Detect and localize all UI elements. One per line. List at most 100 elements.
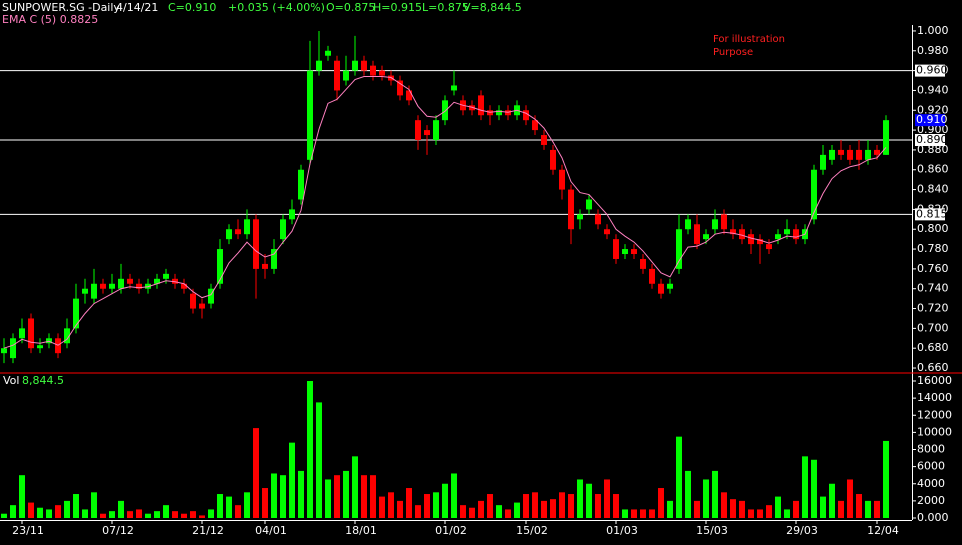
volume-tick-label: 12000 xyxy=(917,408,952,421)
volume-bar xyxy=(856,494,862,518)
volume-bar xyxy=(91,492,97,518)
header-high: H=0.915 xyxy=(373,1,422,14)
volume-bar xyxy=(352,456,358,518)
volume-bar xyxy=(451,473,457,518)
candle-body xyxy=(649,268,655,284)
volume-bar xyxy=(388,492,394,518)
candle-body xyxy=(676,229,682,269)
candle-body xyxy=(712,219,718,230)
candle-body xyxy=(244,219,250,235)
candle-body xyxy=(307,70,313,160)
volume-bar xyxy=(370,475,376,518)
level-box xyxy=(915,64,945,77)
candle-body xyxy=(190,293,196,309)
volume-bar xyxy=(757,509,763,518)
candle-body xyxy=(199,303,205,309)
candle-body xyxy=(577,214,583,220)
volume-bar xyxy=(28,502,34,518)
candle-body xyxy=(352,60,358,71)
volume-bar xyxy=(361,475,367,518)
candle-body xyxy=(10,338,16,359)
candle-body xyxy=(766,244,772,250)
volume-bar xyxy=(289,442,295,518)
volume-bar xyxy=(604,479,610,518)
candle-body xyxy=(559,169,565,190)
candle-body xyxy=(847,149,853,160)
volume-bar xyxy=(793,500,799,518)
candle-body xyxy=(271,249,277,269)
volume-bar xyxy=(235,505,241,518)
candle-body xyxy=(775,234,781,240)
y-tick-label: 0.800 xyxy=(917,222,949,235)
volume-bar xyxy=(478,500,484,518)
volume-bar xyxy=(208,509,214,518)
volume-bar xyxy=(523,494,529,518)
candle-body xyxy=(865,149,871,160)
candle-body xyxy=(424,130,430,136)
volume-bar xyxy=(127,511,133,518)
candle-body xyxy=(811,169,817,220)
candle-body xyxy=(883,120,889,155)
volume-bar xyxy=(397,500,403,518)
x-tick-label: 01/02 xyxy=(435,524,467,537)
y-tick-label: 0.760 xyxy=(917,262,949,275)
volume-bar xyxy=(577,479,583,518)
y-tick-label: 0.740 xyxy=(917,282,949,295)
candle-body xyxy=(19,328,25,339)
volume-bar xyxy=(190,511,196,518)
x-tick-label: 01/03 xyxy=(606,524,638,537)
volume-bar xyxy=(145,513,151,518)
volume-bar xyxy=(442,483,448,518)
volume-bar xyxy=(685,470,691,518)
volume-bar xyxy=(883,440,889,518)
volume-bar xyxy=(541,500,547,518)
x-tick-label: 15/03 xyxy=(696,524,728,537)
volume-bar xyxy=(496,505,502,518)
candle-body xyxy=(820,154,826,170)
volume-bar xyxy=(829,483,835,518)
volume-bar xyxy=(694,500,700,518)
candle-body xyxy=(478,95,484,116)
header-low: L=0.875 xyxy=(422,1,469,14)
volume-bar xyxy=(424,494,430,518)
candle-body xyxy=(208,288,214,304)
candle-body xyxy=(109,283,115,289)
volume-bar xyxy=(334,475,340,518)
candle-body xyxy=(856,149,862,160)
candle-body xyxy=(73,298,79,329)
candle-body xyxy=(694,224,700,245)
volume-tick-label: 16000 xyxy=(917,374,952,387)
y-tick-label: 0.980 xyxy=(917,44,949,57)
volume-tick-label: 4000 xyxy=(917,477,945,490)
volume-bar xyxy=(847,479,853,518)
level-box xyxy=(915,208,945,221)
level-label: 0.815 xyxy=(916,207,948,220)
volume-bar xyxy=(640,509,646,518)
candle-body xyxy=(703,234,709,240)
volume-bar xyxy=(298,470,304,518)
header-volume: V=8,844.5 xyxy=(463,1,522,14)
volume-bar xyxy=(73,494,79,518)
candle-body xyxy=(289,209,295,220)
candle-body xyxy=(298,169,304,200)
candle-body xyxy=(1,348,7,354)
candle-body xyxy=(361,60,367,71)
volume-bar xyxy=(613,494,619,518)
volume-tick-label: 2000 xyxy=(917,494,945,507)
candle-body xyxy=(658,283,664,294)
annotation: Purpose xyxy=(713,47,753,58)
volume-bar xyxy=(118,500,124,518)
volume-bar xyxy=(343,470,349,518)
header-close: C=0.910 xyxy=(168,1,216,14)
volume-bar xyxy=(460,505,466,518)
header-open: O=0.875 xyxy=(326,1,375,14)
y-tick-label: 0.700 xyxy=(917,321,949,334)
volume-bar xyxy=(784,509,790,518)
volume-bar xyxy=(766,505,772,518)
x-tick-label: 18/01 xyxy=(345,524,377,537)
volume-bar xyxy=(811,459,817,518)
y-tick-label: 1.000 xyxy=(917,24,949,37)
volume-bar xyxy=(46,509,52,518)
candle-body xyxy=(604,229,610,235)
candle-body xyxy=(325,50,331,56)
